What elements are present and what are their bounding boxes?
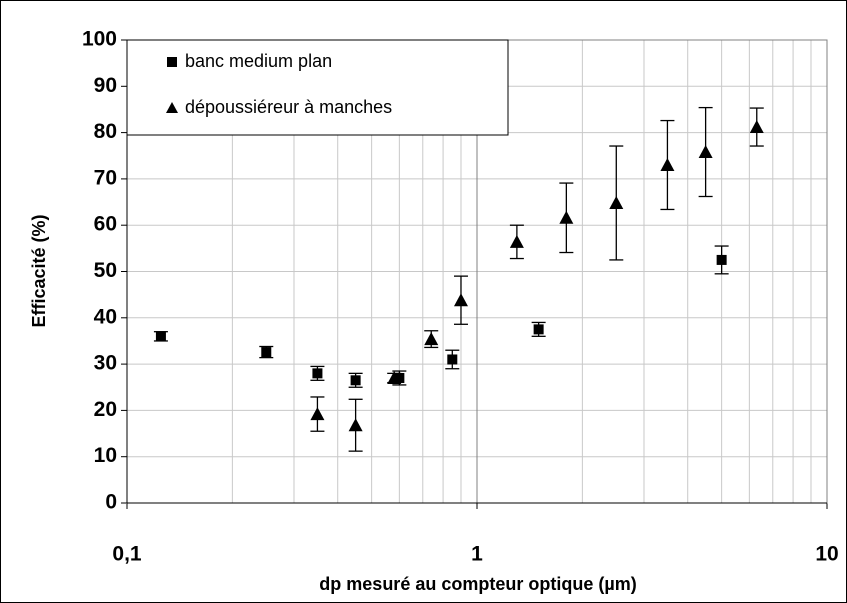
marker xyxy=(261,347,272,358)
x-tick-label: 10 xyxy=(815,543,838,566)
x-tick-label: 0,1 xyxy=(112,543,142,566)
marker xyxy=(155,331,166,342)
marker xyxy=(394,372,405,383)
y-tick-label: 50 xyxy=(94,259,117,282)
legend-label: dépoussiéreur à manches xyxy=(185,97,392,117)
marker xyxy=(453,293,468,307)
marker xyxy=(533,324,544,335)
y-tick-label: 60 xyxy=(94,213,117,236)
marker xyxy=(609,195,624,209)
marker xyxy=(348,418,363,432)
marker xyxy=(559,210,574,224)
legend-label: banc medium plan xyxy=(185,51,332,71)
y-tick-label: 0 xyxy=(105,491,117,514)
x-tick-label: 1 xyxy=(471,543,483,566)
y-tick-label: 40 xyxy=(94,305,117,328)
marker xyxy=(749,120,764,134)
y-tick-label: 80 xyxy=(94,120,117,143)
marker xyxy=(310,407,325,421)
y-tick-label: 10 xyxy=(94,444,117,467)
y-tick-label: 70 xyxy=(94,166,117,189)
y-tick-label: 30 xyxy=(94,352,117,375)
marker xyxy=(660,158,675,172)
marker xyxy=(312,368,323,379)
marker xyxy=(424,332,439,346)
marker xyxy=(698,145,713,159)
legend-marker xyxy=(166,102,178,113)
marker xyxy=(716,254,727,265)
y-tick-label: 100 xyxy=(82,28,117,51)
legend-marker xyxy=(167,57,177,67)
marker xyxy=(350,375,361,386)
y-axis-label: Efficacité (%) xyxy=(29,214,49,327)
y-tick-label: 90 xyxy=(94,74,117,97)
marker xyxy=(447,354,458,365)
marks xyxy=(153,106,764,452)
marker xyxy=(509,234,524,248)
legend-box xyxy=(126,39,509,136)
x-axis-label: dp mesuré au compteur optique (µm) xyxy=(319,574,636,594)
legend: banc medium plan dépoussiéreur à manches xyxy=(126,39,509,136)
y-tick-label: 20 xyxy=(94,398,117,421)
marker xyxy=(387,370,402,384)
